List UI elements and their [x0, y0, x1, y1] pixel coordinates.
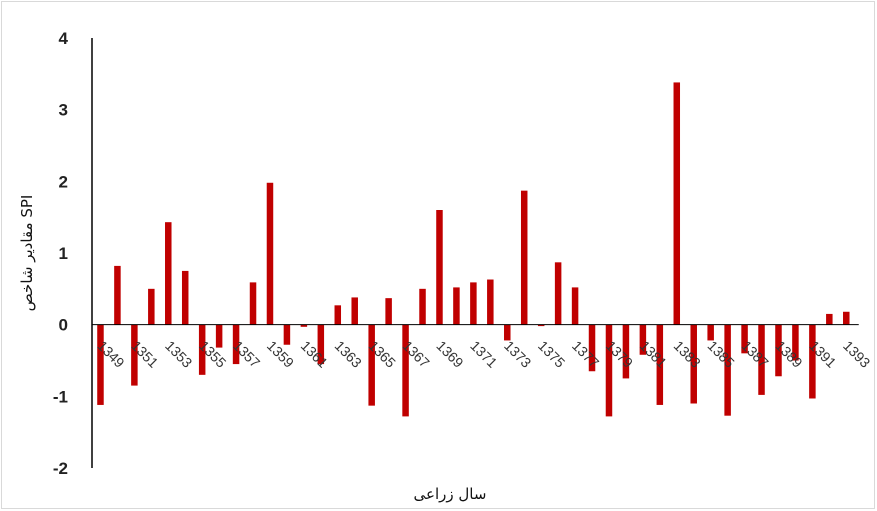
y-axis-title: مقادیر شاخص SPI: [18, 195, 36, 312]
bars-group: [97, 82, 850, 417]
bar-1377: [571, 287, 579, 325]
bar-1388: [758, 324, 765, 395]
bar-1349: [97, 324, 104, 405]
bar-1367: [402, 324, 409, 417]
bar-1354: [181, 270, 189, 325]
bar-1355: [198, 324, 206, 375]
bar-1370: [453, 287, 460, 325]
bar-1359: [266, 182, 274, 325]
bar-1391: [809, 324, 816, 399]
bar-1393: [843, 311, 850, 325]
bar-1392: [826, 313, 833, 325]
bar-1385: [707, 324, 714, 341]
bar-1378: [588, 324, 596, 372]
bar-1364: [351, 297, 358, 325]
bar-1373: [504, 324, 511, 341]
y-tick-label: 2: [59, 172, 68, 191]
bar-1366: [385, 298, 392, 325]
bar-1352: [148, 288, 155, 325]
x-tick-label: 1359: [264, 337, 297, 370]
bar-1375: [537, 324, 545, 327]
bar-1368: [419, 288, 426, 325]
bar-1381: [639, 324, 647, 355]
bar-1383: [673, 82, 681, 325]
y-tick-label: -2: [53, 459, 68, 478]
bar-1386: [724, 324, 731, 416]
bar-1353: [165, 222, 172, 325]
bar-1365: [368, 324, 375, 406]
y-tick-label: 1: [59, 244, 68, 263]
x-tick-label: 1373: [501, 337, 534, 370]
bar-1361: [300, 324, 308, 327]
x-tick-label: 1353: [162, 337, 195, 370]
bar-1351: [131, 324, 138, 386]
bar-1374: [520, 190, 528, 325]
x-tick-label: 1385: [705, 337, 738, 370]
y-tick-label: 3: [59, 101, 68, 120]
x-tick-labels: 1349 1351 1353 1355 1357 1359 1361 1363 1365 1367…: [94, 337, 873, 370]
x-tick-label: 1375: [535, 337, 568, 370]
x-tick-label: 1393: [840, 337, 873, 370]
x-tick-label: 1369: [433, 337, 466, 370]
bar-1357: [232, 324, 240, 365]
x-tick-label: 1387: [738, 337, 771, 370]
bar-1372: [487, 279, 494, 325]
bar-1382: [656, 324, 664, 405]
bar-1358: [249, 282, 257, 325]
bar-1390: [792, 324, 799, 361]
bar-1350: [114, 265, 121, 325]
bar-1379: [605, 324, 613, 417]
x-tick-label: 1377: [569, 337, 602, 370]
bar-1356: [215, 324, 223, 348]
x-tick-label: 1363: [332, 337, 365, 370]
bar-1376: [554, 262, 562, 325]
y-tick-label: 4: [59, 29, 69, 48]
bar-1371: [470, 282, 477, 325]
bar-1360: [283, 324, 291, 345]
bar-1389: [775, 324, 782, 377]
bar-1362: [317, 324, 325, 365]
bar-1387: [741, 324, 748, 354]
y-tick-label: 0: [59, 316, 68, 335]
bar-1380: [622, 324, 630, 379]
bar-1369: [436, 210, 443, 325]
bar-1363: [334, 305, 342, 325]
x-tick-label: 1371: [467, 337, 500, 370]
x-tick-label: 1383: [671, 337, 704, 370]
x-tick-label: 1361: [298, 337, 331, 370]
x-axis-title: سال زراعی: [414, 485, 487, 503]
y-tick-label: -1: [53, 387, 68, 406]
y-tick-labels: -2 -1 0 1 2 3 4: [53, 29, 69, 478]
bar-1384: [690, 324, 697, 404]
